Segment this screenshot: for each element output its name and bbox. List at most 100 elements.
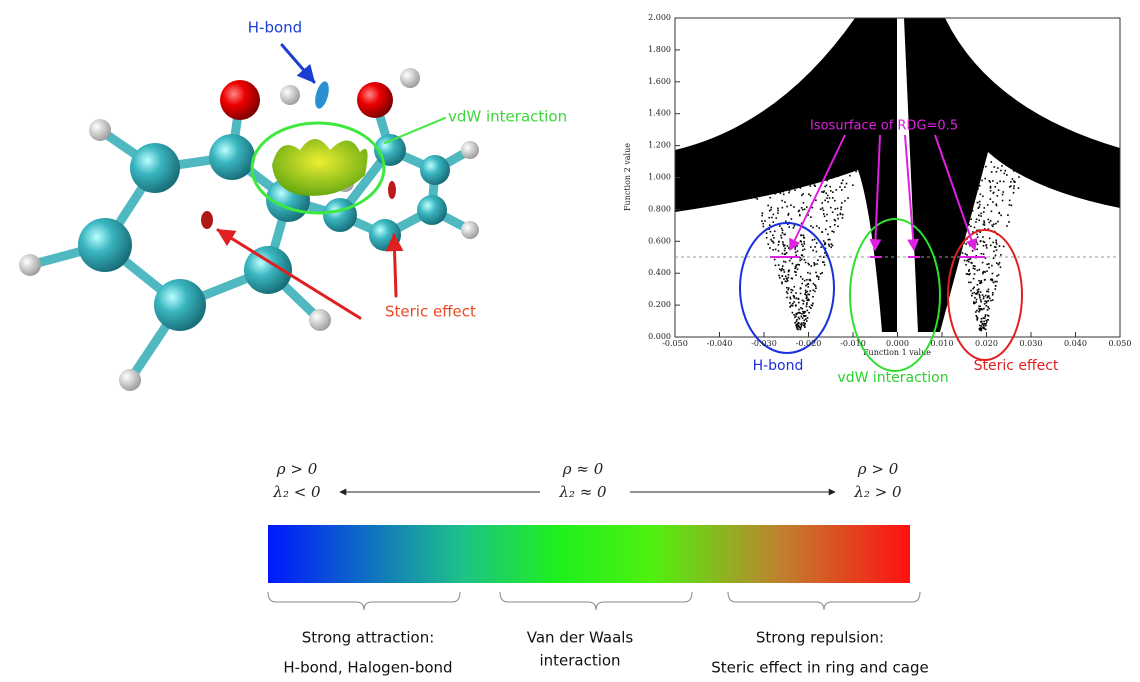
scatter-dot (770, 208, 772, 211)
scatter-dot (797, 297, 800, 300)
scatter-dot (771, 216, 773, 219)
scatter-dot (795, 297, 798, 300)
scatter-dot (962, 230, 964, 233)
scatter-dot (966, 273, 969, 275)
scatter-dot (764, 220, 766, 222)
scatter-dot (799, 312, 801, 314)
scatter-dot (958, 165, 961, 167)
annotation: Isosurface of RDG=0.5 (810, 119, 958, 134)
scatter-dot (990, 299, 992, 302)
scatter-dot (956, 183, 959, 186)
scatter-dot (786, 223, 789, 225)
scatter-dot (967, 260, 970, 263)
scatter-dot (768, 188, 770, 191)
scatter-dot (798, 209, 801, 212)
scatter-dot (967, 211, 970, 214)
scatter-dot (783, 278, 785, 280)
scatter-dot (806, 302, 808, 304)
scatter-dot (787, 288, 789, 291)
scatter-dot (841, 179, 844, 182)
scatter-dot (840, 208, 842, 211)
scatter-dot (786, 245, 789, 247)
x-tick-label: 0.020 (975, 339, 998, 348)
scatter-dot (777, 212, 779, 214)
scatter-dot (955, 161, 958, 163)
scatter-dot (1001, 164, 1003, 167)
scatter-dot (978, 288, 980, 291)
scatter-dot (800, 315, 803, 318)
scatter-dot (982, 195, 984, 198)
scatter-dot (771, 234, 774, 237)
scatter-dot (974, 265, 976, 268)
scatter-dot (976, 319, 979, 321)
scatter-dot (831, 244, 834, 247)
scatter-dot (804, 326, 806, 328)
scatter-dot (977, 179, 980, 182)
scatter-dot (980, 325, 983, 327)
scatter-dot (808, 193, 810, 196)
scatter-dot (991, 299, 994, 301)
scatter-dot (971, 294, 973, 297)
scatter-dot (969, 272, 971, 275)
scatter-dot (772, 191, 774, 194)
scatter-dot (800, 307, 802, 309)
scatter-dot (781, 199, 783, 202)
y-tick-label: 1.400 (648, 109, 671, 118)
scatter-dot (778, 268, 781, 271)
scatter-dot (802, 193, 804, 195)
scatter-dot (852, 184, 854, 186)
scatter-dot (824, 228, 827, 231)
scatter-dot (982, 326, 984, 329)
scatter-dot (823, 264, 826, 266)
scatter-dot (772, 249, 774, 251)
scatter-dot (994, 246, 997, 248)
scatter-dot (973, 226, 976, 229)
scatter-dot (766, 193, 769, 196)
scatter-dot (783, 249, 786, 252)
scatter-dot (944, 175, 946, 177)
scatter-dot (803, 248, 806, 251)
scatter-dot (754, 196, 757, 199)
label: vdW interaction (448, 108, 567, 126)
scatter-dot (815, 242, 818, 244)
scatter-dot (1013, 180, 1015, 182)
scatter-dot (760, 173, 763, 176)
scatter-dot (964, 217, 967, 220)
scatter-dot (968, 223, 970, 226)
scatter-dot (991, 293, 994, 296)
scatter-dot (984, 294, 987, 297)
scatter-dot (799, 287, 802, 290)
scatter-dot (995, 243, 998, 245)
scatter-dot (975, 254, 978, 257)
scatter-dot (813, 184, 816, 186)
scatter-dot (769, 183, 771, 186)
scatter-dot (983, 320, 985, 323)
scatter-dot (749, 186, 752, 189)
scatter-dot (794, 251, 797, 254)
scatter-dot (967, 205, 969, 207)
scatter-dot (982, 244, 985, 247)
scatter-dot (994, 186, 997, 188)
scatter-dot (976, 317, 979, 320)
scatter-dot (782, 190, 784, 193)
scatter-dot (1008, 221, 1010, 223)
scatter-dot (782, 188, 784, 190)
scatter-dot (782, 173, 784, 176)
scatter-dot (963, 242, 965, 244)
scatter-dot (948, 199, 951, 201)
scatter-dot (949, 205, 952, 208)
scatter-dot (999, 266, 1002, 268)
scatter-dot (800, 323, 802, 326)
scatter-dot (987, 300, 990, 302)
scatter-dot (992, 257, 995, 260)
scatter-dot (819, 208, 822, 211)
scatter-dot (982, 211, 985, 213)
scatter-dot (796, 263, 799, 266)
y-tick-label: 1.800 (648, 45, 671, 54)
scatter-dot (775, 217, 778, 219)
scatter-dot (761, 212, 764, 214)
scatter-dot (986, 309, 989, 311)
scatter-dot (803, 208, 806, 211)
scatter-dot (979, 193, 982, 196)
scatter-dot (773, 258, 776, 261)
